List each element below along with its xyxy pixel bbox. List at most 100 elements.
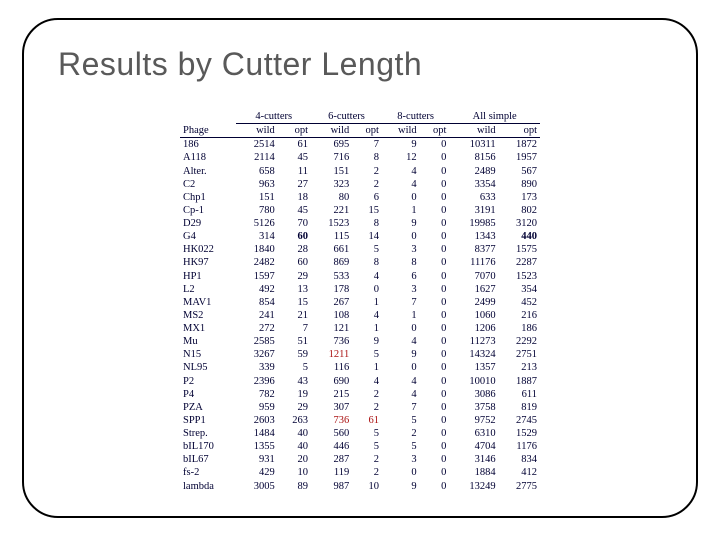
cell-value: 43 <box>278 375 311 388</box>
cell-value: 5 <box>382 414 420 427</box>
cell-value: 1357 <box>449 361 498 374</box>
cell-value: 0 <box>420 256 450 269</box>
cell-value: 7 <box>278 322 311 335</box>
cell-value: 736 <box>311 414 352 427</box>
cell-value: 2 <box>352 178 382 191</box>
cell-value: 4 <box>352 309 382 322</box>
cell-value: 5 <box>352 440 382 453</box>
row-phage-name: Alter. <box>180 165 236 178</box>
cell-value: 80 <box>311 191 352 204</box>
cell-value: 121 <box>311 322 352 335</box>
table-row: P4782192152403086611 <box>180 388 540 401</box>
row-phage-name: fs-2 <box>180 466 236 479</box>
cell-value: 267 <box>311 296 352 309</box>
row-phage-name: lambda <box>180 480 236 493</box>
cell-value: 51 <box>278 335 311 348</box>
cell-value: 0 <box>352 283 382 296</box>
cell-value: 1211 <box>311 348 352 361</box>
sub-6-wild: wild <box>311 124 352 138</box>
cell-value: 213 <box>499 361 540 374</box>
cell-value: 446 <box>311 440 352 453</box>
cell-value: 8 <box>352 151 382 164</box>
cell-value: 2396 <box>236 375 277 388</box>
cell-value: 0 <box>420 388 450 401</box>
cell-value: 14 <box>352 230 382 243</box>
cell-value: 0 <box>420 427 450 440</box>
cell-value: 10010 <box>449 375 498 388</box>
sub-8-wild: wild <box>382 124 420 138</box>
cell-value: 890 <box>499 178 540 191</box>
cell-value: 782 <box>236 388 277 401</box>
cell-value: 2489 <box>449 165 498 178</box>
cell-value: 819 <box>499 401 540 414</box>
cell-value: 0 <box>420 401 450 414</box>
row-phage-name: HK022 <box>180 243 236 256</box>
sub-all-opt: opt <box>499 124 540 138</box>
cell-value: 221 <box>311 204 352 217</box>
row-phage-name: Chp1 <box>180 191 236 204</box>
results-table: Phage 4-cutters 6-cutters 8-cutters All … <box>180 110 540 493</box>
cell-value: 854 <box>236 296 277 309</box>
cell-value: 4 <box>382 178 420 191</box>
cell-value: 9752 <box>449 414 498 427</box>
table-row: MX127271211001206186 <box>180 322 540 335</box>
cell-value: 60 <box>278 256 311 269</box>
cell-value: 5126 <box>236 217 277 230</box>
cell-value: 19 <box>278 388 311 401</box>
cell-value: 12 <box>382 151 420 164</box>
cell-value: 736 <box>311 335 352 348</box>
row-phage-name: L2 <box>180 283 236 296</box>
cell-value: 429 <box>236 466 277 479</box>
cell-value: 0 <box>382 322 420 335</box>
cell-value: 0 <box>420 414 450 427</box>
cell-value: 2514 <box>236 138 277 152</box>
sub-8-opt: opt <box>420 124 450 138</box>
row-phage-name: MAV1 <box>180 296 236 309</box>
cell-value: 314 <box>236 230 277 243</box>
row-phage-name: bIL170 <box>180 440 236 453</box>
cell-value: 1343 <box>449 230 498 243</box>
cell-value: 70 <box>278 217 311 230</box>
cell-value: 3191 <box>449 204 498 217</box>
cell-value: 0 <box>382 466 420 479</box>
cell-value: 263 <box>278 414 311 427</box>
row-phage-name: HK97 <box>180 256 236 269</box>
cell-value: 13 <box>278 283 311 296</box>
cell-value: 2114 <box>236 151 277 164</box>
cell-value: 7 <box>382 401 420 414</box>
row-phage-name: SPP1 <box>180 414 236 427</box>
cell-value: 802 <box>499 204 540 217</box>
cell-value: 0 <box>420 165 450 178</box>
cell-value: 19985 <box>449 217 498 230</box>
table-row: bIL17013554044655047041176 <box>180 440 540 453</box>
cell-value: 3005 <box>236 480 277 493</box>
row-phage-name: Cp-1 <box>180 204 236 217</box>
cell-value: 4 <box>382 165 420 178</box>
cell-value: 560 <box>311 427 352 440</box>
cell-value: 0 <box>420 283 450 296</box>
sub-6-opt: opt <box>352 124 382 138</box>
cell-value: 3758 <box>449 401 498 414</box>
cell-value: 4 <box>352 375 382 388</box>
cell-value: 5 <box>278 361 311 374</box>
cell-value: 45 <box>278 204 311 217</box>
row-phage-name: bIL67 <box>180 453 236 466</box>
cell-value: 1 <box>352 322 382 335</box>
cell-value: 27 <box>278 178 311 191</box>
cell-value: 0 <box>420 296 450 309</box>
cell-value: 5 <box>382 440 420 453</box>
col-header-phage: Phage <box>180 110 236 138</box>
cell-value: 567 <box>499 165 540 178</box>
table-row: G43146011514001343440 <box>180 230 540 243</box>
cell-value: 59 <box>278 348 311 361</box>
table-row: Mu258551736940112732292 <box>180 335 540 348</box>
cell-value: 8 <box>382 256 420 269</box>
cell-value: 1 <box>382 204 420 217</box>
table-row: NL9533951161001357213 <box>180 361 540 374</box>
cell-value: 4 <box>382 375 420 388</box>
table-row: P2239643690440100101887 <box>180 375 540 388</box>
cell-value: 173 <box>499 191 540 204</box>
col-group-6cutters: 6-cutters <box>311 110 382 124</box>
cell-value: 1884 <box>449 466 498 479</box>
cell-value: 151 <box>236 191 277 204</box>
